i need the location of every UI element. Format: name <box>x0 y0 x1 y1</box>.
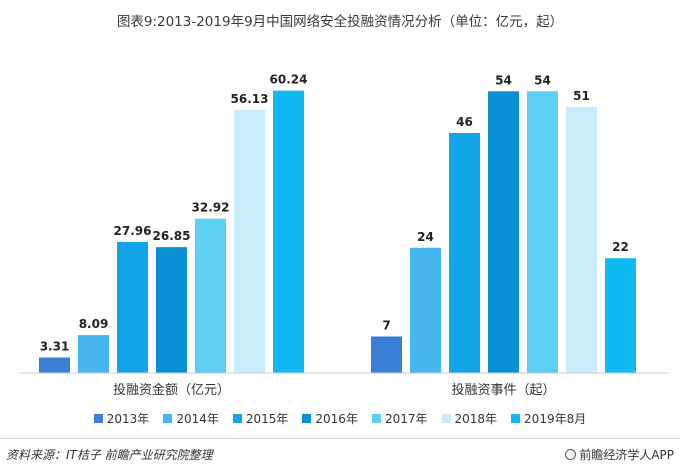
bar-0-4 <box>195 218 226 373</box>
data-label-1-2: 46 <box>456 115 473 129</box>
legend-item-2: 2015年 <box>232 410 289 427</box>
data-label-0-3: 26.85 <box>153 229 191 243</box>
bar-1-1 <box>410 247 441 373</box>
legend-swatch <box>93 414 103 423</box>
legend: 2013年 2014年 2015年 2016年 2017年 2018年 2019年8月 <box>0 410 680 427</box>
legend-label: 2015年 <box>245 412 289 426</box>
bar-1-5 <box>566 106 597 374</box>
legend-item-5: 2018年 <box>441 410 498 427</box>
bar-0-5 <box>234 109 265 373</box>
data-label-1-6: 22 <box>612 240 629 254</box>
data-label-1-1: 24 <box>417 230 434 244</box>
legend-swatch <box>511 414 521 423</box>
bar-0-6 <box>273 90 304 373</box>
data-label-0-6: 60.24 <box>270 73 308 87</box>
data-label-1-0: 7 <box>382 318 390 332</box>
category-labels-group: 投融资金额（亿元） 投融资事件（起） <box>113 382 556 398</box>
data-label-1-5: 51 <box>573 89 590 103</box>
data-label-0-1: 8.09 <box>79 317 109 331</box>
bar-1-3 <box>488 91 519 374</box>
legend-item-3: 2016年 <box>302 410 358 427</box>
legend-item-0: 2013年 <box>93 410 150 427</box>
legend-swatch <box>163 414 173 423</box>
legend-item-4: 2017年 <box>371 410 428 427</box>
legend-swatch <box>371 414 381 423</box>
data-label-0-2: 27.96 <box>114 224 152 238</box>
brand: 前瞻经济学人APP <box>565 446 674 463</box>
legend-swatch <box>302 414 312 423</box>
data-label-0-0: 3.31 <box>40 339 70 353</box>
legend-swatch <box>232 414 242 423</box>
bar-1-6 <box>605 258 636 373</box>
bar-0-2 <box>117 241 148 373</box>
brand-logo-icon <box>565 449 577 460</box>
bar-1-2 <box>449 133 480 373</box>
legend-swatch <box>441 414 451 423</box>
legend-label: 2018年 <box>454 412 498 426</box>
brand-text: 前瞻经济学人APP <box>579 448 674 462</box>
legend-item-6: 2019年8月 <box>511 410 586 427</box>
legend-label: 2013年 <box>106 412 150 426</box>
bar-0-1 <box>78 335 109 373</box>
bar-1-4 <box>527 91 558 374</box>
legend-item-1: 2014年 <box>163 410 219 427</box>
bar-0-3 <box>156 247 187 373</box>
legend-label: 2016年 <box>315 412 358 426</box>
legend-label: 2019年8月 <box>524 412 587 426</box>
data-label-0-4: 32.92 <box>192 201 230 215</box>
data-label-1-4: 54 <box>534 73 551 87</box>
source-note: 资料来源：IT桔子 前瞻产业研究院整理 <box>6 448 213 462</box>
chart-title: 图表9:2013-2019年9月中国网络安全投融资情况分析（单位：亿元，起） <box>116 14 564 30</box>
bar-1-0 <box>371 336 402 373</box>
category-label-1: 投融资事件（起） <box>451 382 555 398</box>
category-label-0: 投融资金额（亿元） <box>113 382 230 398</box>
legend-label: 2014年 <box>176 412 219 426</box>
footer-divider <box>0 438 680 439</box>
data-label-0-5: 56.13 <box>231 92 269 106</box>
legend-label: 2017年 <box>384 412 428 426</box>
bar-0-0 <box>39 357 70 373</box>
data-label-1-3: 54 <box>495 73 512 87</box>
